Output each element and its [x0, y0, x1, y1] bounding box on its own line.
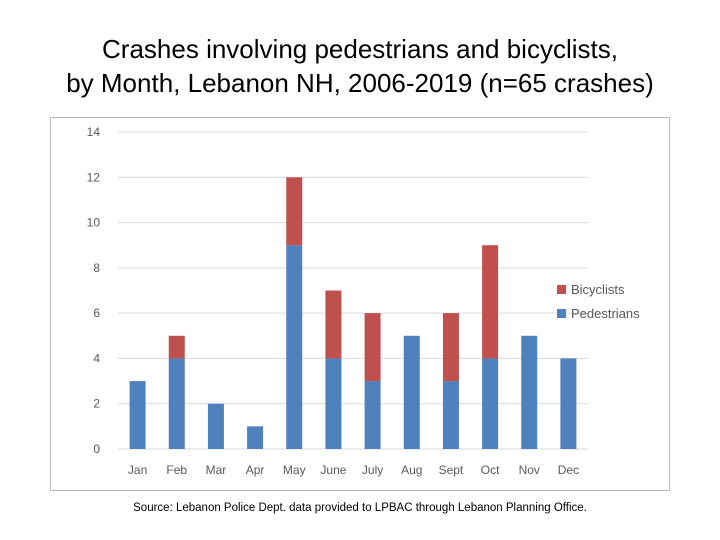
bar-bicyclists-june	[325, 290, 342, 359]
x-tick-label: Mar	[206, 463, 227, 477]
x-tick-label: Sept	[439, 463, 464, 477]
x-tick-label: July	[362, 463, 383, 477]
x-axis-ticks: Jan Feb Mar Apr May June July Aug Sept Oct Nov Dec	[128, 463, 579, 477]
bar-bicyclists-may	[286, 177, 303, 246]
bar-pedestrians-aug	[403, 335, 420, 449]
legend-label-pedestrians: Pedestrians	[571, 306, 640, 321]
bar-pedestrians-may	[286, 245, 303, 449]
y-axis-ticks: 0 2 4 6 8 10 12 14	[87, 125, 101, 456]
chart-title-line-2: by Month, Lebanon NH, 2006-2019 (n=65 cr…	[66, 68, 654, 98]
bar-pedestrians-feb	[168, 358, 185, 449]
y-tick-label: 8	[93, 261, 100, 275]
bar-bicyclists-feb	[168, 335, 185, 359]
x-tick-label: May	[283, 463, 306, 477]
bar-bicyclists-sept	[442, 313, 459, 382]
bar-pedestrians-nov	[521, 335, 538, 449]
chart-title: Crashes involving pedestrians and bicycl…	[0, 32, 720, 100]
bar-pedestrians-sept	[442, 381, 459, 449]
bar-pedestrians-mar	[207, 403, 224, 449]
bar-pedestrians-dec	[560, 358, 577, 449]
source-note: Source: Lebanon Police Dept. data provid…	[133, 502, 587, 514]
x-tick-label: Aug	[401, 463, 422, 477]
x-tick-label: Nov	[519, 463, 540, 477]
bar-pedestrians-apr	[247, 426, 264, 449]
bar-pedestrians-oct	[482, 358, 499, 449]
bar-bicyclists-july	[364, 313, 381, 382]
y-tick-label: 10	[87, 216, 101, 230]
y-tick-label: 2	[93, 397, 100, 411]
bar-pedestrians-june	[325, 358, 342, 449]
x-tick-label: June	[320, 463, 346, 477]
y-tick-label: 4	[93, 351, 100, 365]
bars	[129, 177, 577, 449]
bar-pedestrians-july	[364, 381, 381, 449]
x-tick-label: Oct	[481, 463, 500, 477]
legend-swatch-pedestrians	[557, 309, 566, 318]
x-tick-label: Jan	[128, 463, 147, 477]
y-tick-label: 0	[93, 442, 100, 456]
x-tick-label: Dec	[558, 463, 579, 477]
x-tick-label: Feb	[166, 463, 187, 477]
chart-title-line-1: Crashes involving pedestrians and bicycl…	[102, 34, 618, 64]
y-tick-label: 14	[87, 125, 101, 139]
y-tick-label: 12	[87, 170, 101, 184]
legend: Bicyclists Pedestrians	[557, 282, 640, 321]
legend-label-bicyclists: Bicyclists	[571, 282, 625, 297]
legend-swatch-bicyclists	[557, 285, 566, 294]
y-tick-label: 6	[93, 306, 100, 320]
gridlines	[118, 131, 588, 450]
bar-pedestrians-jan	[129, 381, 146, 449]
bar-bicyclists-oct	[482, 245, 499, 359]
x-tick-label: Apr	[246, 463, 265, 477]
